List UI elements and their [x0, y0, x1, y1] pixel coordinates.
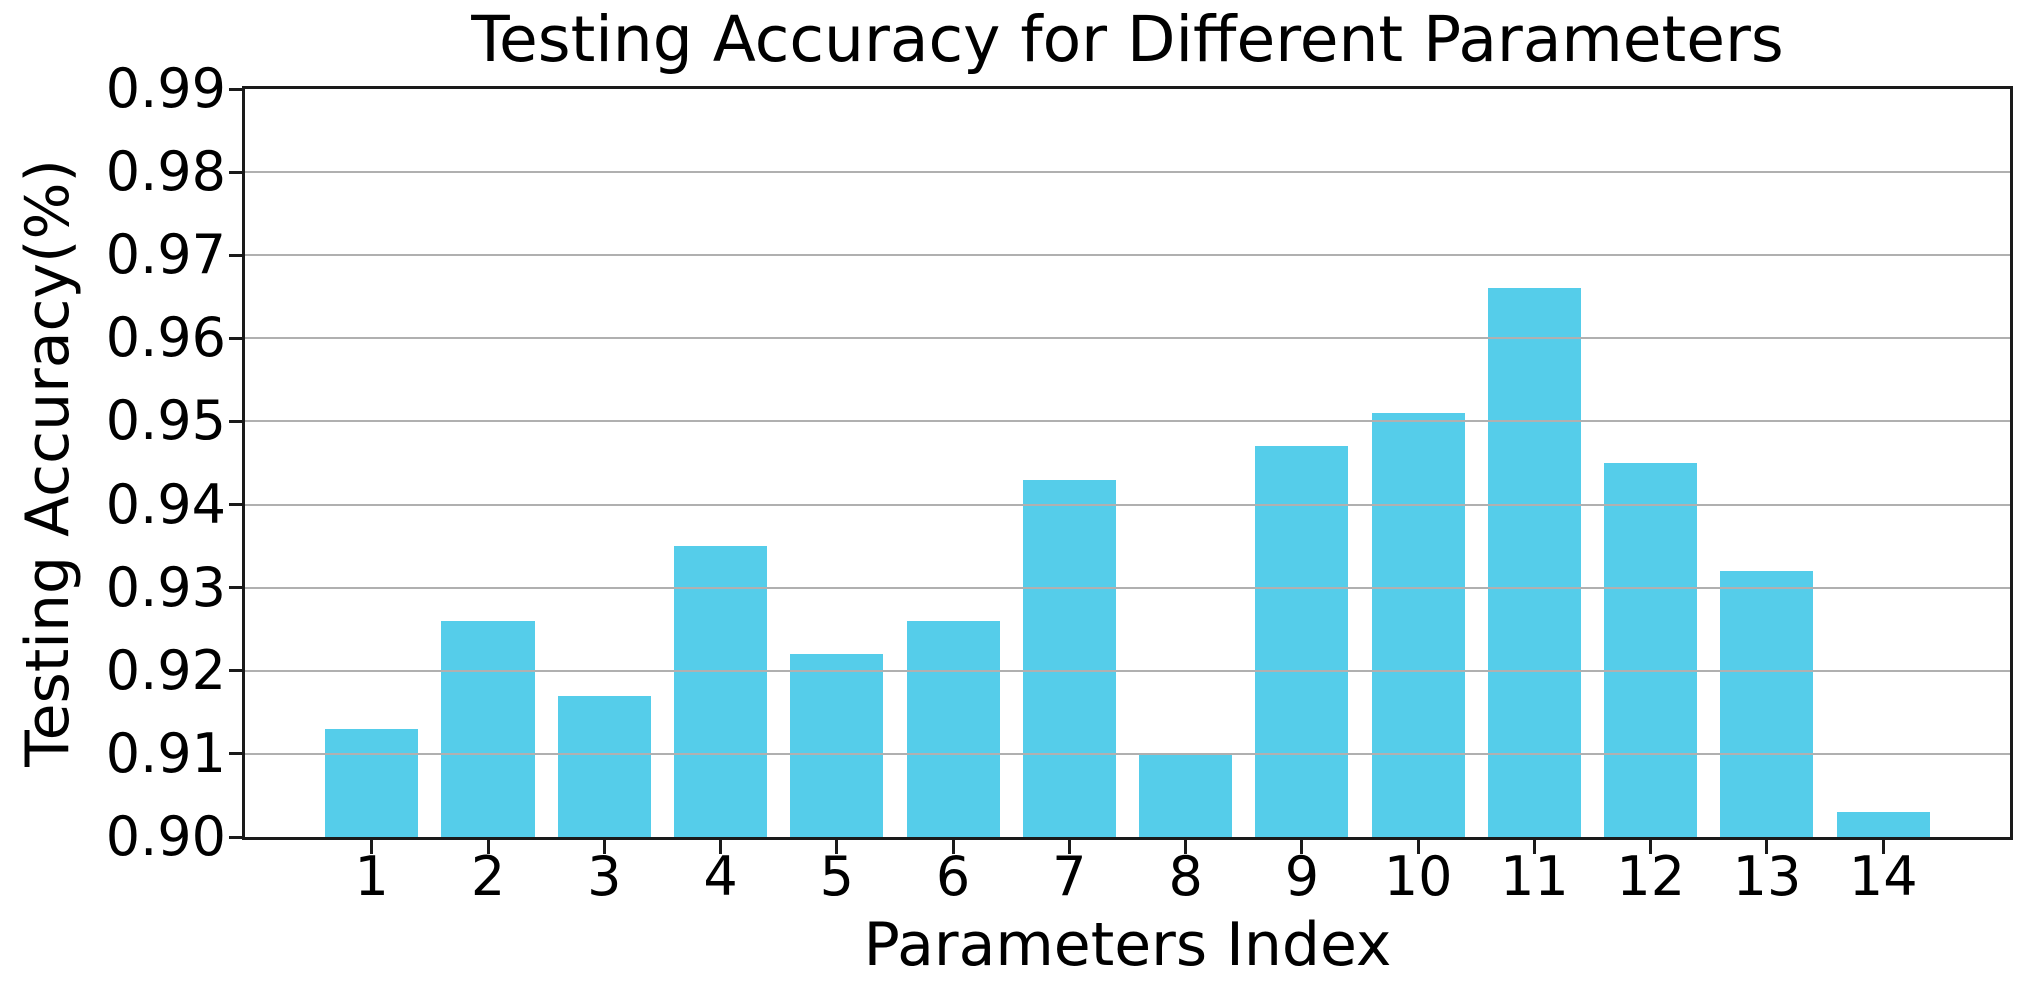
y-tick-mark-0.96	[229, 336, 242, 340]
grid-line-0.96	[245, 337, 2010, 340]
y-tick-label-0.97: 0.97	[105, 223, 226, 287]
x-tick-label-14: 14	[1848, 845, 1918, 908]
y-tick-mark-0.90	[229, 835, 242, 839]
grid-line-0.95	[245, 420, 2010, 423]
bar-10	[1371, 413, 1465, 837]
bar-2	[441, 620, 535, 837]
x-tick-label-1: 1	[354, 845, 389, 908]
x-tick-label-13: 13	[1732, 845, 1802, 908]
y-tick-label-0.93: 0.93	[105, 555, 226, 619]
x-tick-mark-8	[1184, 840, 1188, 854]
x-tick-label-8: 8	[1168, 845, 1203, 908]
x-axis-label: Parameters Index	[863, 910, 1392, 980]
grid-line-0.94	[245, 503, 2010, 506]
bar-9	[1255, 446, 1349, 837]
y-tick-mark-0.92	[229, 669, 242, 673]
grid-line-0.92	[245, 669, 2010, 672]
x-tick-mark-11	[1532, 840, 1536, 854]
x-tick-label-7: 7	[1052, 845, 1087, 908]
y-tick-label-0.96: 0.96	[105, 306, 226, 370]
x-tick-mark-13	[1765, 840, 1769, 854]
y-tick-label-0.94: 0.94	[105, 472, 226, 536]
x-tick-label-10: 10	[1383, 845, 1453, 908]
y-tick-label-0.99: 0.99	[105, 57, 226, 120]
bar-1	[325, 728, 419, 837]
bar-7	[1022, 479, 1116, 837]
x-tick-label-12: 12	[1616, 845, 1686, 908]
x-tick-label-2: 2	[470, 845, 506, 908]
x-tick-mark-3	[602, 840, 606, 854]
y-tick-label-0.90: 0.90	[105, 805, 226, 868]
x-tick-mark-4	[719, 840, 723, 854]
bar-13	[1720, 571, 1814, 837]
x-tick-mark-12	[1649, 840, 1653, 854]
bar-5	[790, 654, 884, 837]
bar-4	[674, 546, 768, 837]
grid-line-0.93	[245, 586, 2010, 589]
y-tick-label-0.92: 0.92	[105, 638, 226, 702]
y-tick-label-0.95: 0.95	[105, 389, 226, 453]
grid-line-0.97	[245, 254, 2010, 257]
bar-12	[1604, 463, 1698, 837]
x-tick-label-5: 5	[819, 845, 854, 908]
y-tick-label-0.91: 0.91	[105, 721, 226, 785]
y-tick-mark-0.98	[229, 170, 242, 174]
y-tick-mark-0.95	[229, 419, 242, 423]
plot-area	[242, 86, 2013, 840]
bar-14	[1836, 812, 1930, 837]
x-tick-mark-1	[370, 840, 374, 854]
x-tick-mark-7	[1067, 840, 1071, 854]
x-tick-mark-2	[486, 840, 490, 854]
x-tick-mark-14	[1881, 840, 1885, 854]
chart-title: Testing Accuracy for Different Parameter…	[471, 3, 1784, 76]
bar-8	[1139, 753, 1233, 837]
y-tick-mark-0.99	[229, 87, 242, 91]
grid-line-0.91	[245, 752, 2010, 755]
x-tick-mark-6	[951, 840, 955, 854]
bar-6	[906, 620, 1000, 837]
x-tick-label-6: 6	[935, 845, 971, 908]
y-tick-mark-0.93	[229, 586, 242, 590]
x-tick-mark-5	[835, 840, 839, 854]
x-tick-label-9: 9	[1284, 845, 1320, 908]
y-tick-label-0.98: 0.98	[105, 140, 226, 204]
bar-11	[1487, 288, 1581, 837]
x-tick-label-3: 3	[587, 845, 622, 908]
bar-3	[557, 695, 651, 837]
x-tick-label-4: 4	[703, 845, 738, 908]
grid-line-0.98	[245, 171, 2010, 174]
x-tick-mark-9	[1300, 840, 1304, 854]
y-tick-mark-0.91	[229, 752, 242, 756]
y-tick-mark-0.94	[229, 503, 242, 507]
y-tick-mark-0.97	[229, 253, 242, 257]
x-tick-mark-10	[1416, 840, 1420, 854]
x-tick-label-11: 11	[1500, 845, 1569, 908]
